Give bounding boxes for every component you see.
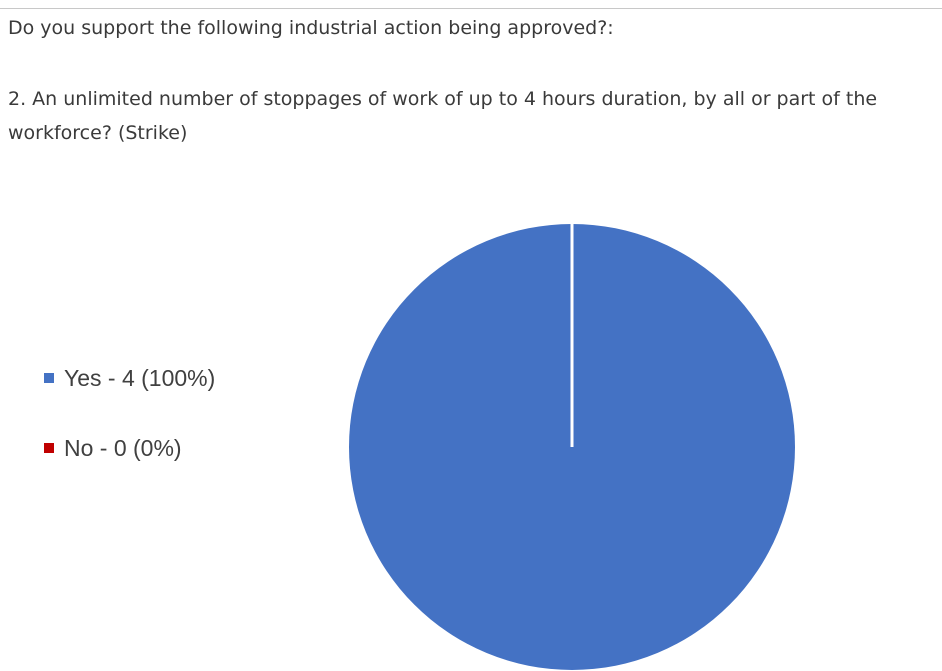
legend-label-yes: Yes - 4 (100%) (64, 364, 216, 391)
legend-swatch-yes (44, 373, 54, 383)
question-detail: 2. An unlimited number of stoppages of w… (8, 88, 878, 144)
legend-label-no: No - 0 (0%) (64, 434, 182, 461)
legend-item-yes: Yes - 4 (100%) (44, 360, 215, 396)
legend-item-no: No - 0 (0%) (44, 430, 215, 466)
question-header: Do you support the following industrial … (8, 17, 614, 39)
chart-legend: Yes - 4 (100%) No - 0 (0%) (44, 360, 215, 500)
legend-swatch-no (44, 443, 54, 453)
top-divider (0, 8, 942, 9)
